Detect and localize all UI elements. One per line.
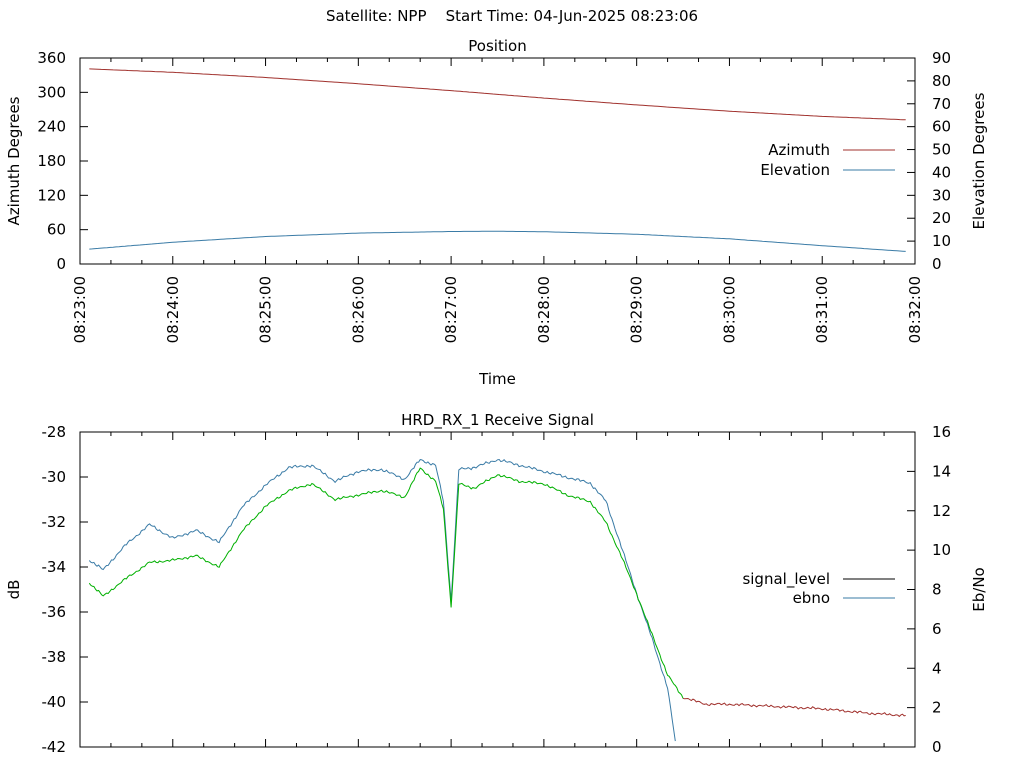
series-signal-level-low-line — [682, 697, 906, 718]
position-y2-tick-label: 0 — [932, 255, 942, 273]
receive-signal-y-tick-label: -42 — [42, 738, 67, 756]
receive-signal-y-tick-label: -30 — [42, 468, 67, 486]
position-x-tick-label: 08:31:00 — [813, 276, 831, 343]
position-y2-tick-label: 50 — [932, 141, 951, 159]
receive-signal-y2-tick-label: 10 — [932, 541, 951, 559]
receive-signal-y2-tick-label: 4 — [932, 659, 942, 677]
receive-signal-y-tick-label: -34 — [42, 558, 67, 576]
position-x-tick-label: 08:29:00 — [628, 276, 646, 343]
position-x-tick-label: 08:32:00 — [906, 276, 924, 343]
receive-signal-y2-tick-label: 2 — [932, 699, 942, 717]
receive-signal-y2-axis-label: Eb/No — [970, 567, 988, 611]
position-y2-tick-label: 10 — [932, 232, 951, 250]
series-signal-level-line — [88, 467, 684, 699]
receive-signal-y-tick-label: -38 — [42, 648, 67, 666]
receive-signal-y-tick-label: -28 — [42, 423, 67, 441]
position-y2-tick-label: 20 — [932, 209, 951, 227]
series-azimuth-line — [89, 68, 906, 121]
position-chart: Position 0 60 120 180 240 300 360 0 10 20 30 40 50 60 7… — [5, 37, 988, 388]
position-y-tick-label: 60 — [47, 221, 66, 239]
receive-signal-y2-tick-label: 0 — [932, 738, 942, 756]
receive-signal-plot-frame — [79, 431, 916, 748]
receive-signal-y-tick-label: -40 — [42, 693, 67, 711]
position-x-tick-label: 08:28:00 — [535, 276, 553, 343]
position-title: Position — [468, 37, 526, 55]
receive-signal-title: HRD_RX_1 Receive Signal — [401, 411, 594, 430]
series-elevation-line — [89, 230, 906, 252]
position-y-axis-label: Azimuth Degrees — [5, 96, 23, 225]
legend-azimuth-label: Azimuth — [768, 141, 830, 159]
legend-elevation-label: Elevation — [760, 161, 830, 179]
position-y2-tick-label: 90 — [932, 49, 951, 67]
legend-signal-level-label: signal_level — [742, 570, 830, 589]
legend-ebno-label: ebno — [793, 589, 830, 607]
position-y2-tick-label: 80 — [932, 72, 951, 90]
receive-signal-y2-tick-label: 12 — [932, 502, 951, 520]
position-y2-axis-label: Elevation Degrees — [970, 92, 988, 229]
position-x-tick-label: 08:24:00 — [164, 276, 182, 343]
position-y2-tick-label: 70 — [932, 95, 951, 113]
position-y2-tick-label: 30 — [932, 186, 951, 204]
position-y-tick-label: 240 — [37, 118, 66, 136]
position-x-axis-label: Time — [478, 370, 516, 388]
position-y-tick-label: 360 — [37, 49, 66, 67]
position-y2-tick-label: 60 — [932, 118, 951, 136]
position-y-tick-label: 0 — [56, 255, 66, 273]
receive-signal-y2-tick-label: 16 — [932, 423, 951, 441]
receive-signal-y-tick-label: -32 — [42, 513, 67, 531]
position-x-tick-label: 08:26:00 — [349, 276, 367, 343]
receive-signal-chart: HRD_RX_1 Receive Signal -42 -40 -38 -36 -34 -3… — [5, 411, 988, 756]
page-title: Satellite: NPP Start Time: 04-Jun-2025 0… — [325, 7, 699, 25]
position-x-tick-label: 08:30:00 — [720, 276, 738, 343]
position-x-tick-label: 08:27:00 — [442, 276, 460, 343]
position-y-tick-label: 120 — [37, 186, 66, 204]
position-y-tick-label: 300 — [37, 83, 66, 101]
receive-signal-y-axis-label: dB — [5, 580, 23, 600]
position-y-tick-label: 180 — [37, 152, 66, 170]
position-y2-tick-label: 40 — [932, 163, 951, 181]
series-ebno-line — [88, 458, 676, 742]
position-x-tick-label: 08:25:00 — [257, 276, 275, 343]
position-x-tick-label: 08:23:00 — [71, 276, 89, 343]
receive-signal-y-tick-label: -36 — [42, 603, 67, 621]
receive-signal-y2-tick-label: 6 — [932, 620, 942, 638]
receive-signal-y2-tick-label: 8 — [932, 581, 942, 599]
receive-signal-y2-tick-label: 14 — [932, 462, 951, 480]
